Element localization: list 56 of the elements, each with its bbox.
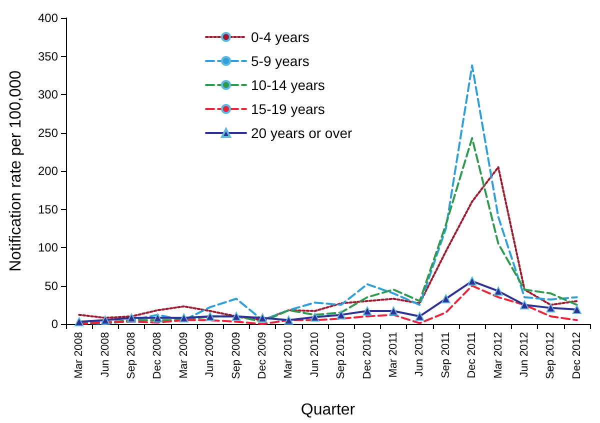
x-tick-label: Sep 2010 xyxy=(335,332,348,380)
x-tick-label: Mar 2008 xyxy=(73,332,86,378)
point xyxy=(127,313,136,322)
y-axis-title: Notification rate per 100,000 xyxy=(8,70,24,272)
point xyxy=(441,294,450,304)
x-tick-label: Sep 2012 xyxy=(544,332,557,380)
point xyxy=(284,316,294,325)
point xyxy=(520,300,529,310)
y-tick-label: 100 xyxy=(38,240,58,254)
x-tick-label: Dec 2009 xyxy=(256,332,268,380)
legend-label: 15-19 years xyxy=(251,101,325,117)
legend-label: 10-14 years xyxy=(251,77,325,93)
x-tick-label: Jun 2012 xyxy=(518,332,530,378)
y-tick-label: 250 xyxy=(38,126,58,140)
x-tick-label: Dec 2011 xyxy=(466,332,478,378)
point xyxy=(389,306,398,316)
x-tick-label: Jun 2011 xyxy=(414,332,426,376)
x-tick-label: Jun 2010 xyxy=(308,332,321,378)
point xyxy=(153,313,162,322)
x-tick-label: Jun 2008 xyxy=(99,332,112,378)
point xyxy=(232,312,241,321)
y-tick-label: 150 xyxy=(38,202,58,216)
point xyxy=(494,286,503,296)
x-tick-label: Sep 2009 xyxy=(230,332,242,380)
x-tick-label: Dec 2012 xyxy=(570,332,583,380)
point xyxy=(362,306,372,316)
legend-label: 5-9 years xyxy=(251,53,310,69)
point xyxy=(74,317,84,326)
x-tick-label: Dec 2008 xyxy=(152,332,164,380)
y-tick-label: 400 xyxy=(38,11,58,25)
point xyxy=(468,276,477,286)
x-tick-label: Jun 2009 xyxy=(204,332,216,378)
y-tick-label: 0 xyxy=(51,317,58,331)
x-tick-label: Mar 2012 xyxy=(492,332,504,378)
point xyxy=(546,303,556,312)
y-tick-label: 300 xyxy=(38,88,58,102)
y-tick-label: 50 xyxy=(44,278,58,293)
x-tick-label: Dec 2010 xyxy=(361,332,374,380)
x-tick-label: Mar 2011 xyxy=(388,332,400,378)
x-tick-label: Sep 2008 xyxy=(126,332,138,380)
point xyxy=(100,316,110,325)
point xyxy=(258,313,267,322)
x-tick-label: Sep 2011 xyxy=(440,332,452,378)
point xyxy=(415,312,424,321)
legend-label: 0-4 years xyxy=(251,29,310,45)
x-tick-label: Mar 2009 xyxy=(178,332,190,378)
y-tick-label: 350 xyxy=(38,49,58,64)
y-tick-label: 200 xyxy=(38,164,58,178)
point xyxy=(336,310,346,320)
point xyxy=(179,313,188,322)
point xyxy=(310,312,320,322)
point xyxy=(206,312,215,321)
x-tick-label: Mar 2010 xyxy=(282,332,295,378)
legend-label: 20 years or over xyxy=(251,125,352,141)
x-axis-title: Quarter xyxy=(300,402,356,418)
point xyxy=(572,304,582,314)
